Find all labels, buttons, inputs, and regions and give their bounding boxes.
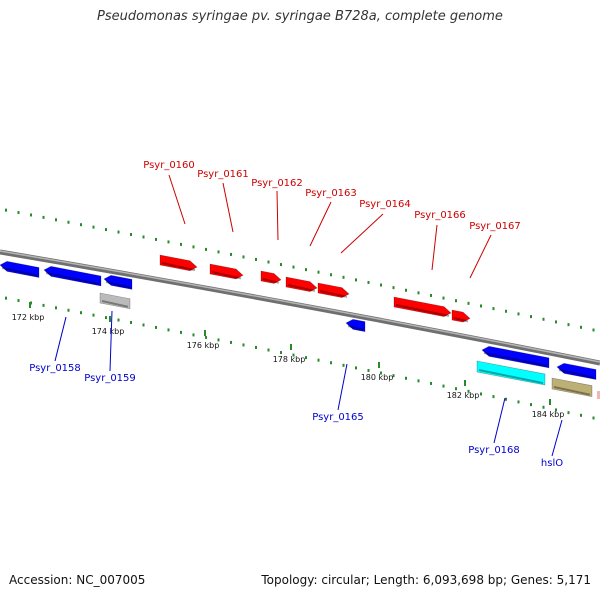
scale-label: 180 kbp bbox=[361, 373, 394, 382]
gene-label[interactable]: Psyr_0160 bbox=[143, 160, 195, 171]
reverse-gene-arrow-shade bbox=[45, 272, 100, 285]
gene-label-leader bbox=[493, 397, 506, 444]
gene-label[interactable]: Psyr_0158 bbox=[29, 363, 81, 374]
forward-gene-arrow-shade bbox=[161, 262, 196, 272]
genome-backbone-highlight bbox=[0, 250, 600, 363]
misc-feature-olive-shade bbox=[553, 386, 591, 396]
reverse-gene-arrow-shade bbox=[1, 267, 38, 277]
scale-label: 182 kbp bbox=[447, 391, 480, 400]
reverse-gene-arrow[interactable] bbox=[103, 275, 133, 290]
misc-feature-cyan[interactable] bbox=[476, 360, 546, 386]
gene-label[interactable]: hslO bbox=[541, 458, 563, 469]
gene-label[interactable]: Psyr_0167 bbox=[469, 221, 521, 232]
reverse-gene-arrow[interactable] bbox=[481, 346, 550, 369]
scale-label: 176 kbp bbox=[187, 341, 220, 350]
forward-gene-arrow[interactable] bbox=[159, 254, 198, 272]
reverse-gene-arrow-shade bbox=[558, 369, 595, 379]
reverse-gene-arrow-shade bbox=[105, 281, 131, 289]
gene-label[interactable]: Psyr_0161 bbox=[197, 169, 249, 180]
map-title: Pseudomonas syringae pv. syringae B728a,… bbox=[97, 9, 503, 24]
forward-gene-arrow[interactable] bbox=[260, 270, 282, 284]
scale-label: 174 kbp bbox=[92, 327, 125, 336]
accession-text: Accession: NC_007005 bbox=[9, 573, 146, 587]
misc-feature-cyan-shade bbox=[478, 369, 544, 385]
gene-label-leader bbox=[309, 201, 332, 247]
gene-label-leader bbox=[337, 363, 348, 411]
forward-gene-arrow[interactable] bbox=[317, 282, 350, 298]
reverse-gene-arrow[interactable] bbox=[345, 319, 366, 333]
forward-gene-arrow-shade bbox=[287, 284, 316, 292]
misc-feature-gray-shade bbox=[101, 300, 129, 308]
scale-label: 178 kbp bbox=[273, 355, 306, 364]
forward-gene-arrow[interactable] bbox=[209, 263, 244, 280]
gene-label-leader bbox=[222, 182, 234, 233]
gene-label[interactable]: Psyr_0168 bbox=[468, 445, 520, 456]
gene-label[interactable]: Psyr_0163 bbox=[305, 188, 357, 199]
forward-gene-arrow[interactable] bbox=[451, 309, 471, 323]
gene-label[interactable]: Psyr_0165 bbox=[312, 412, 364, 423]
forward-gene-arrow-shade bbox=[453, 317, 469, 323]
scale-label: 184 kbp bbox=[532, 410, 565, 419]
forward-gene-arrow[interactable] bbox=[393, 296, 452, 317]
reverse-gene-arrow-shade bbox=[483, 352, 548, 367]
forward-gene-arrow-shade bbox=[319, 290, 348, 298]
gene-label-leader bbox=[276, 190, 279, 241]
forward-gene-arrow-shade bbox=[262, 278, 280, 284]
reverse-gene-arrow[interactable] bbox=[43, 266, 102, 287]
forward-gene-arrow-shade bbox=[395, 304, 450, 317]
gene-label-leader bbox=[551, 419, 563, 457]
misc-feature-gray[interactable] bbox=[99, 292, 131, 310]
gene-label-leader bbox=[469, 234, 492, 279]
reverse-gene-arrow[interactable] bbox=[556, 363, 597, 380]
forward-gene-arrow-shade bbox=[211, 271, 242, 280]
forward-gene-arrow[interactable] bbox=[285, 276, 318, 292]
gene-label[interactable]: Psyr_0159 bbox=[84, 373, 136, 384]
reverse-gene-arrow-shade bbox=[347, 325, 364, 331]
misc-feature-olive[interactable] bbox=[551, 377, 593, 398]
genome-backbone bbox=[0, 249, 600, 366]
partial-feature bbox=[597, 391, 600, 399]
gene-label[interactable]: Psyr_0162 bbox=[251, 178, 303, 189]
gene-label-leader bbox=[340, 213, 384, 254]
gene-label-leader bbox=[109, 310, 113, 372]
gene-label-leader bbox=[168, 174, 186, 225]
genome-summary-text: Topology: circular; Length: 6,093,698 bp… bbox=[261, 573, 591, 587]
gene-label-leader bbox=[54, 316, 67, 362]
gene-label[interactable]: Psyr_0166 bbox=[414, 210, 466, 221]
reverse-gene-arrow[interactable] bbox=[0, 261, 40, 278]
scale-label: 172 kbp bbox=[12, 313, 45, 322]
gene-label-leader bbox=[431, 224, 438, 271]
gene-label[interactable]: Psyr_0164 bbox=[359, 199, 411, 210]
